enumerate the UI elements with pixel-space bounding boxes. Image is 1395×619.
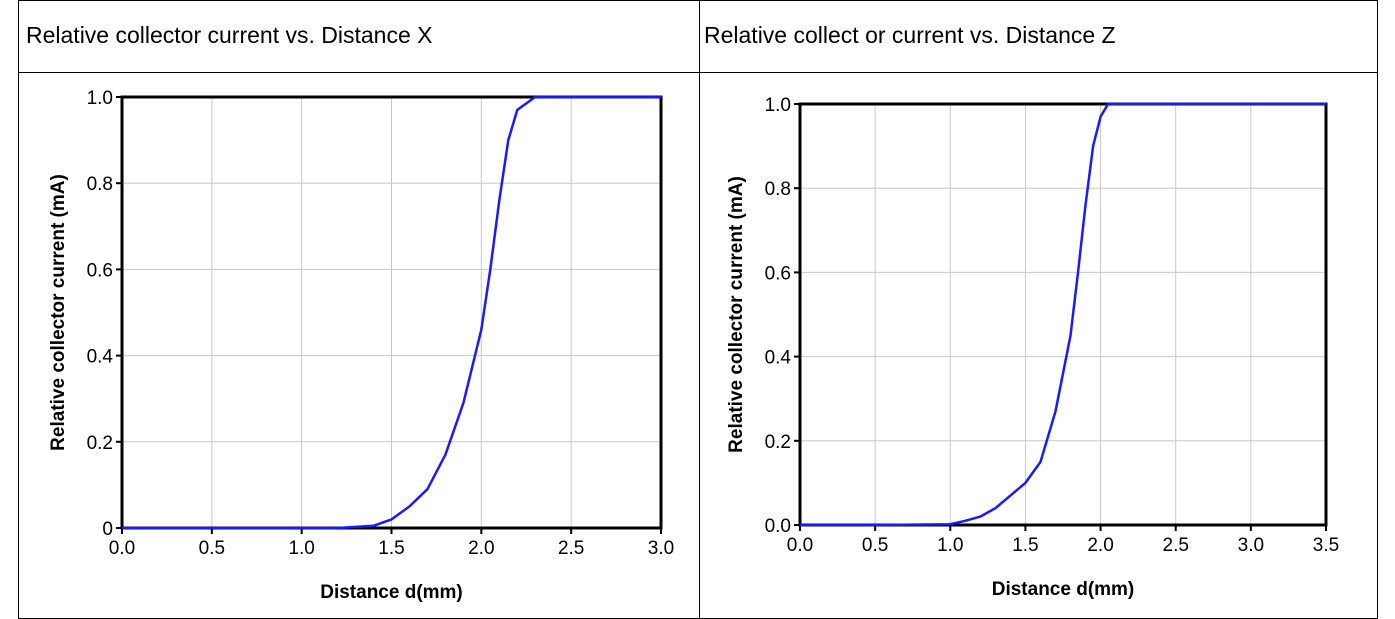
x-tick-label: 2.5: [1163, 535, 1189, 556]
x-tick-label: 3.0: [1238, 535, 1264, 556]
chart-distance-z: 0.0 0.5 1.0 1.5 2.0 2.5 3.0 3.5 0.0 0.2 0.4 0.6 0.8 1…: [726, 95, 1339, 600]
y-tick-label: 0.2: [765, 432, 791, 453]
x-tick-label: 3.0: [648, 538, 674, 559]
y-tick-label: 0.0: [765, 516, 791, 537]
x-tick-label: 0.5: [199, 538, 225, 559]
y-tick-label: 0.8: [87, 174, 113, 195]
right-chart-header: Relative collect or current vs. Distance…: [704, 22, 1116, 48]
y-axis-title: Relative collector current (mA): [48, 174, 69, 451]
x-tick-label: 0.0: [109, 538, 135, 559]
x-tick-label: 0.5: [862, 535, 888, 556]
x-tick-label: 2.5: [558, 538, 584, 559]
x-tick-label: 3.5: [1313, 535, 1339, 556]
y-tick-label: 0.4: [87, 347, 114, 368]
y-tick-label: 0.8: [765, 179, 791, 200]
x-axis-title: Distance d(mm): [992, 579, 1135, 600]
y-tick-label: 0.2: [87, 433, 113, 454]
y-axis-title: Relative collector current (mA): [726, 176, 747, 453]
x-tick-label: 1.0: [288, 538, 314, 559]
y-tick-label: 0.6: [87, 260, 113, 281]
series-line: [800, 102, 1326, 527]
y-tick-label: 0: [102, 519, 113, 540]
series-line: [122, 95, 661, 530]
y-tick-label: 1.0: [87, 88, 113, 109]
x-tick-label: 2.0: [468, 538, 494, 559]
x-axis-title: Distance d(mm): [320, 582, 463, 603]
table-row-divider: [18, 72, 1378, 73]
y-tick-label: 0.6: [765, 263, 791, 284]
y-tick-label: 1.0: [765, 95, 791, 116]
table-column-divider: [699, 0, 700, 619]
x-tick-label: 0.0: [787, 535, 813, 556]
x-tick-label: 2.0: [1087, 535, 1113, 556]
x-tick-label: 1.0: [937, 535, 963, 556]
plot-frame: [798, 102, 1328, 527]
chart-distance-x: 0.0 0.5 1.0 1.5 2.0 2.5 3.0 0 0.2 0.4 0.6 0.8 1.0 Dis…: [48, 88, 674, 603]
x-tick-label: 1.5: [378, 538, 404, 559]
left-chart-header: Relative collector current vs. Distance …: [26, 22, 433, 48]
y-tick-label: 0.4: [765, 348, 792, 369]
x-tick-label: 1.5: [1012, 535, 1038, 556]
